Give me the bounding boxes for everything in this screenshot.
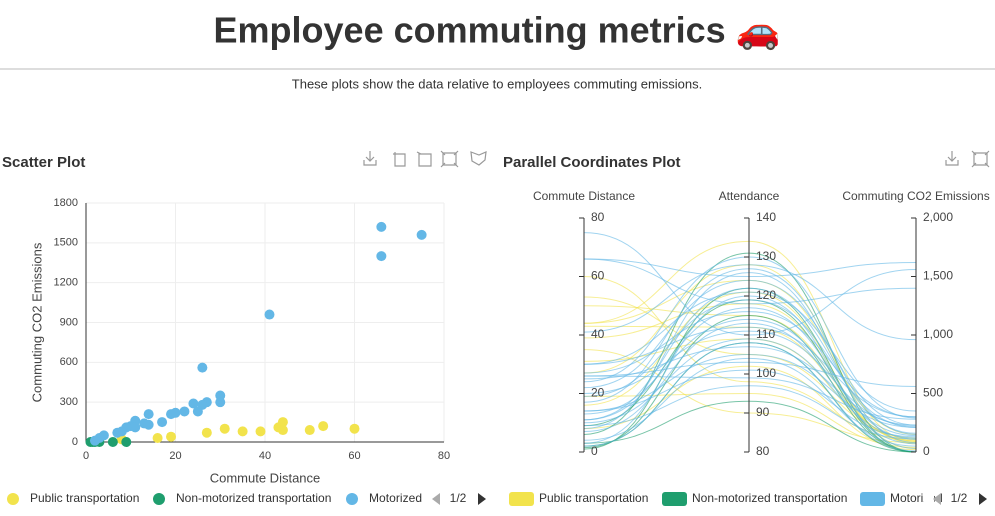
page-title: Employee commuting metrics 🚗	[214, 10, 781, 51]
tick-label: 140	[756, 210, 776, 224]
x-tick-label: 80	[438, 450, 450, 462]
data-point	[376, 251, 387, 262]
data-point	[166, 431, 177, 442]
tick-label: 0	[923, 444, 930, 458]
download-icon[interactable]	[363, 151, 377, 166]
tick-label: 130	[756, 249, 776, 263]
tick-label: 80	[756, 444, 770, 458]
pager-text: 1/2	[450, 491, 467, 505]
legend-label: Motorized	[369, 491, 422, 505]
data-point	[152, 433, 163, 444]
pager-prev[interactable]	[432, 493, 440, 505]
x-tick-label: 40	[259, 450, 271, 462]
data-point	[349, 423, 360, 434]
data-line	[583, 330, 917, 427]
data-point	[277, 425, 288, 436]
toolbar[interactable]	[363, 150, 990, 168]
data-point	[215, 397, 226, 408]
legend-label: Non-motorized transportation	[692, 491, 847, 505]
data-point	[143, 419, 154, 430]
data-point	[255, 426, 266, 437]
data-point	[112, 427, 123, 438]
y-tick-label: 1500	[54, 237, 78, 249]
data-point	[179, 406, 190, 417]
data-point	[121, 437, 132, 447]
legend-swatch	[509, 492, 534, 506]
download-icon[interactable]	[945, 151, 959, 166]
data-point	[157, 417, 168, 428]
data-point	[264, 309, 275, 320]
data-point	[107, 437, 118, 447]
legend-swatch	[860, 492, 885, 506]
axis-name: Commute Distance	[533, 189, 635, 203]
y-tick-label: 600	[60, 356, 78, 368]
tick-label: 80	[591, 210, 605, 224]
data-point	[376, 221, 387, 232]
y-tick-label: 900	[60, 316, 78, 328]
zoom-icon[interactable]	[393, 152, 406, 167]
rect-select-icon[interactable]	[440, 150, 459, 168]
data-point	[166, 409, 177, 420]
legend-label: Non-motorized transportation	[176, 491, 331, 505]
y-tick-label: 1800	[54, 197, 78, 209]
data-point	[188, 398, 199, 409]
data-point	[219, 423, 230, 434]
tick-label: 20	[591, 386, 605, 400]
x-axis-label: Commute Distance	[210, 470, 321, 485]
x-tick-label: 20	[169, 450, 181, 462]
legend-cover	[924, 488, 934, 510]
data-point	[192, 406, 203, 417]
pager-next[interactable]	[478, 493, 486, 505]
data-point	[201, 427, 212, 438]
x-tick-label: 0	[83, 450, 89, 462]
tick-label: 110	[756, 327, 775, 341]
rect-select-icon[interactable]	[971, 150, 990, 168]
chart-title: Parallel Coordinates Plot	[503, 154, 681, 171]
legend-swatch	[346, 493, 358, 505]
y-tick-label: 0	[72, 436, 78, 448]
chart-title: Scatter Plot	[2, 154, 85, 171]
y-tick-label: 1200	[54, 277, 78, 289]
tick-label: 0	[591, 444, 598, 458]
data-point	[416, 229, 427, 240]
axis-name: Attendance	[719, 189, 780, 203]
data-line	[583, 258, 917, 305]
tick-label: 500	[923, 386, 943, 400]
tick-label: 60	[591, 269, 605, 283]
tick-label: 120	[756, 288, 776, 302]
legend-label: Public transportation	[30, 491, 139, 505]
lasso-icon[interactable]	[470, 151, 487, 166]
x-tick-label: 60	[348, 450, 360, 462]
pager-text: 1/2	[951, 491, 968, 505]
tick-label: 2,000	[923, 210, 953, 224]
tick-label: 1,500	[923, 269, 953, 283]
data-line	[583, 258, 917, 278]
tick-label: 40	[591, 327, 605, 341]
data-line	[583, 342, 917, 453]
data-line	[583, 303, 917, 444]
data-point	[197, 362, 208, 373]
zoom-back-icon[interactable]	[416, 151, 432, 167]
tick-label: 1,000	[923, 327, 953, 341]
legend-swatch	[7, 493, 19, 505]
y-axis-label: Commuting CO2 Emissions	[29, 242, 44, 402]
data-point	[143, 409, 154, 420]
axis-name: Commuting CO2 Emissions	[842, 189, 989, 203]
tick-label: 90	[756, 405, 770, 419]
y-tick-label: 300	[60, 396, 78, 408]
legend-label: Public transportation	[539, 491, 648, 505]
data-point	[237, 426, 248, 437]
page-subtitle: These plots show the data relative to em…	[292, 76, 702, 91]
data-point	[304, 425, 315, 436]
legend-swatch	[662, 492, 687, 506]
data-point	[89, 435, 100, 446]
pager-prev[interactable]	[933, 493, 941, 505]
legend-swatch	[153, 493, 165, 505]
data-point	[318, 421, 329, 432]
data-point	[130, 422, 141, 433]
tick-label: 100	[756, 366, 776, 380]
pager-next[interactable]	[979, 493, 987, 505]
